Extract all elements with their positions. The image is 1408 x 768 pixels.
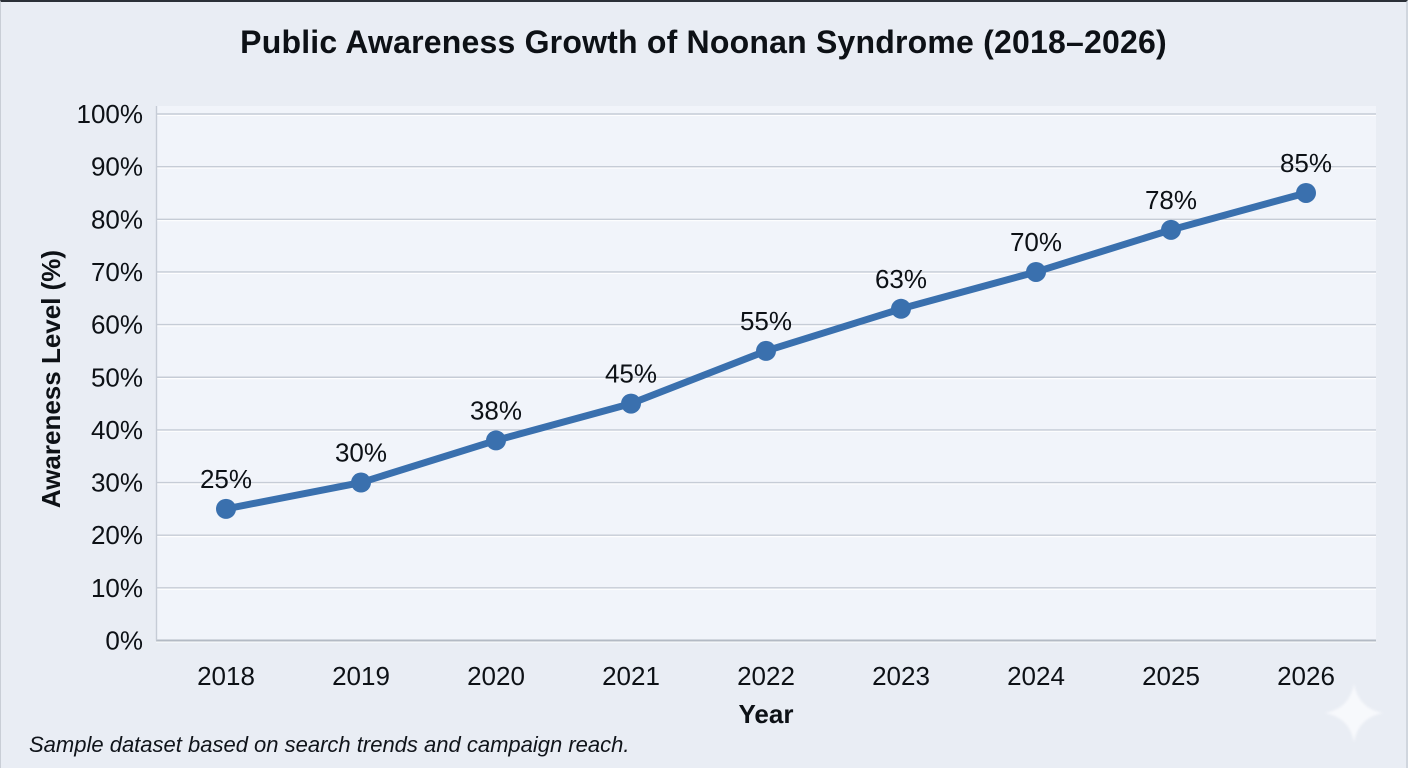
x-tick-label: 2022 <box>737 661 795 691</box>
y-tick-label: 100% <box>77 99 144 129</box>
y-tick-label: 60% <box>91 310 143 340</box>
x-tick-label: 2018 <box>197 661 255 691</box>
y-tick-label: 0% <box>105 626 143 656</box>
data-point-label: 70% <box>1010 227 1062 257</box>
data-point-label: 55% <box>740 306 792 336</box>
chart-footnote: Sample dataset based on search trends an… <box>29 732 630 757</box>
y-tick-label: 20% <box>91 520 143 550</box>
y-tick-label: 90% <box>91 152 143 182</box>
x-tick-label: 2021 <box>602 661 660 691</box>
x-tick-label: 2026 <box>1277 661 1335 691</box>
y-tick-label: 50% <box>91 362 143 392</box>
x-tick-label: 2020 <box>467 661 525 691</box>
data-point-label: 30% <box>335 438 387 468</box>
data-point <box>1026 261 1046 282</box>
data-point <box>351 472 371 493</box>
data-point-label: 63% <box>875 264 927 294</box>
data-point-label: 25% <box>200 464 252 494</box>
sparkle-icon <box>1325 684 1383 742</box>
x-tick-label: 2019 <box>332 661 390 691</box>
data-point-label: 85% <box>1280 148 1332 178</box>
x-tick-label: 2024 <box>1007 661 1065 691</box>
data-point <box>486 430 506 451</box>
y-tick-label: 80% <box>91 204 143 234</box>
x-tick-label: 2025 <box>1142 661 1200 691</box>
x-axis-title: Year <box>738 699 794 729</box>
y-tick-label: 30% <box>91 468 143 498</box>
chart-title: Public Awareness Growth of Noonan Syndro… <box>240 24 1167 60</box>
x-tick-label: 2023 <box>872 661 930 691</box>
data-point-label: 38% <box>470 395 522 425</box>
plot-area <box>156 106 1376 641</box>
data-point-label: 78% <box>1145 185 1197 215</box>
y-tick-label: 10% <box>91 573 143 603</box>
data-point <box>1296 182 1316 203</box>
data-point <box>891 298 911 319</box>
data-point <box>621 393 641 414</box>
data-point <box>756 340 776 361</box>
data-point-label: 45% <box>605 359 657 389</box>
data-point <box>1161 219 1181 240</box>
y-tick-label: 70% <box>91 257 143 287</box>
data-point <box>216 498 236 519</box>
y-tick-label: 40% <box>91 415 143 445</box>
